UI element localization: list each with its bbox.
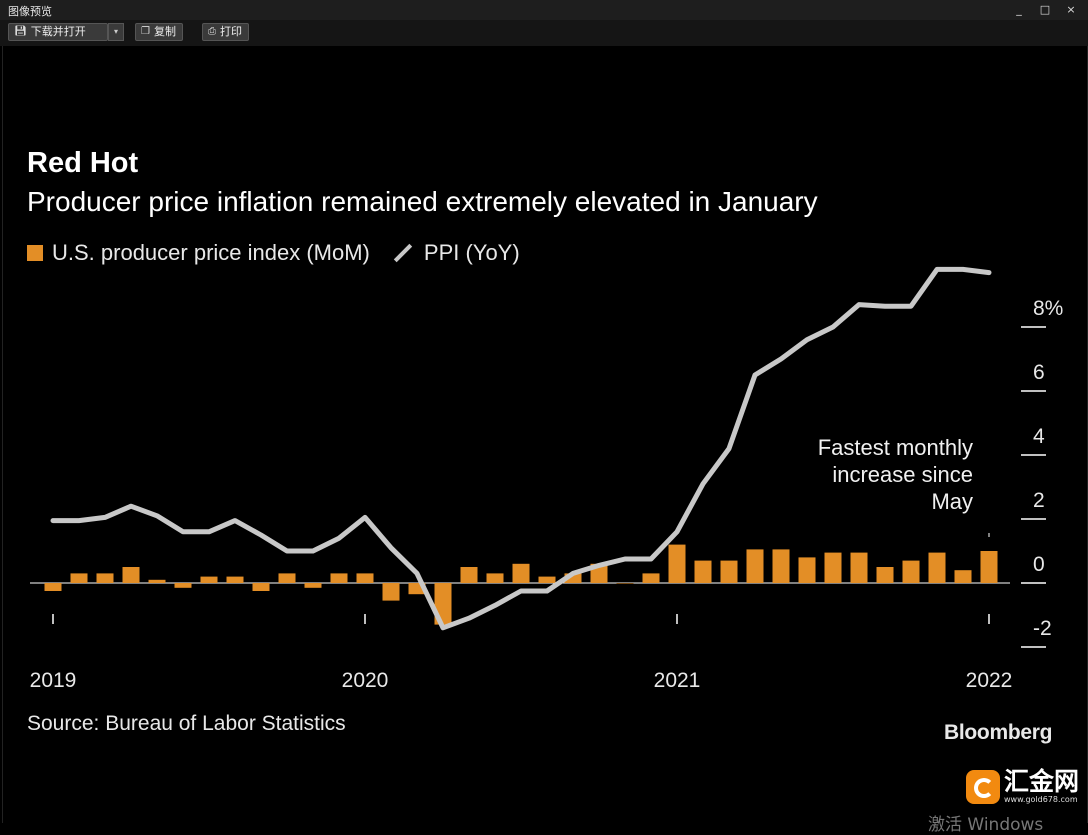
x-tick-label: 2020: [342, 669, 389, 692]
download-open-label: 下载并打开: [30, 25, 86, 38]
bar-mom: [824, 552, 842, 583]
bar-mom: [954, 570, 972, 583]
maximize-button[interactable]: □: [1039, 3, 1051, 16]
save-icon: 💾︎: [14, 26, 27, 37]
bar-mom: [382, 583, 400, 601]
bar-mom: [772, 549, 790, 583]
bar-mom: [486, 573, 504, 583]
legend-bar-label: U.S. producer price index (MoM): [52, 240, 370, 265]
legend-bar-swatch: [27, 245, 43, 261]
y-tick-label: 4: [1033, 425, 1045, 448]
bar-mom: [148, 579, 166, 583]
bar-mom: [850, 552, 868, 583]
bar-mom: [44, 583, 62, 591]
bar-mom: [96, 573, 114, 583]
y-tick-label: 2: [1033, 489, 1045, 512]
chart-subtitle: Producer price inflation remained extrem…: [27, 186, 818, 217]
download-open-button[interactable]: 💾︎ 下载并打开: [8, 23, 108, 41]
bar-mom: [902, 560, 920, 583]
x-tick-label: 2019: [30, 669, 77, 692]
bar-mom: [252, 583, 270, 591]
bar-mom: [538, 576, 556, 583]
bar-mom: [226, 576, 244, 583]
bar-mom: [928, 552, 946, 583]
chart-legend: U.S. producer price index (MoM) PPI (YoY…: [27, 240, 520, 266]
annotation-text: May: [931, 489, 973, 514]
bar-mom: [122, 567, 140, 583]
windows-activation-overlay: 激活 Windows: [928, 815, 1044, 835]
bar-mom: [668, 544, 686, 583]
print-button[interactable]: ⎙ 打印: [202, 23, 249, 41]
annotation-text: increase since: [832, 462, 973, 487]
watermark: 汇金网 www.gold678.com: [966, 769, 1079, 804]
watermark-logo-icon: [966, 769, 1000, 804]
watermark-text: 汇金网: [1004, 767, 1080, 796]
y-tick-label: 0: [1033, 553, 1045, 576]
copy-button[interactable]: ❐ 复制: [135, 23, 183, 41]
y-tick-label: 8%: [1033, 297, 1063, 320]
chart-source: Source: Bureau of Labor Statistics: [27, 712, 346, 735]
chevron-down-icon: ▾: [113, 27, 118, 36]
y-tick-label: -2: [1033, 617, 1052, 640]
download-dropdown-button[interactable]: ▾: [108, 23, 124, 41]
bar-mom: [746, 549, 764, 583]
toolbar: 💾︎ 下载并打开 ▾ ❐ 复制 ⎙ 打印: [0, 20, 1088, 46]
line-ppi-yoy: [50, 266, 992, 631]
bar-mom: [564, 573, 582, 583]
bar-mom: [980, 551, 998, 583]
annotation-text: Fastest monthly: [818, 435, 973, 460]
legend-line-label: PPI (YoY): [423, 240, 520, 265]
bar-mom: [642, 573, 660, 583]
window-title: 图像预览: [8, 5, 52, 18]
bar-mom: [70, 573, 88, 583]
bar-mom: [200, 576, 218, 583]
image-viewer: [2, 46, 1088, 823]
bar-mom: [616, 583, 634, 584]
x-tick-label: 2021: [654, 669, 701, 692]
print-label: 打印: [220, 25, 242, 38]
bar-mom: [174, 583, 192, 588]
bar-mom: [278, 573, 296, 583]
bar-mom: [876, 567, 894, 583]
x-tick-label: 2022: [966, 669, 1013, 692]
minimize-button[interactable]: _: [1016, 3, 1022, 16]
chart-title: Red Hot: [27, 147, 139, 179]
watermark-url: www.gold678.com: [1004, 795, 1078, 804]
bar-mom: [798, 557, 816, 583]
bar-mom: [460, 567, 478, 583]
bar-mom: [408, 583, 426, 595]
copy-label: 复制: [153, 25, 176, 38]
bar-mom: [694, 560, 712, 583]
y-tick-label: 6: [1033, 361, 1045, 384]
bar-mom: [356, 573, 374, 583]
copy-icon: ❐: [141, 26, 150, 37]
close-button[interactable]: ×: [1066, 3, 1076, 16]
bar-mom: [720, 560, 738, 583]
bloomberg-logo: Bloomberg: [944, 721, 1053, 744]
printer-icon: ⎙: [208, 26, 216, 37]
bar-mom: [330, 573, 348, 583]
bar-mom: [512, 563, 530, 583]
bar-mom: [304, 583, 322, 588]
